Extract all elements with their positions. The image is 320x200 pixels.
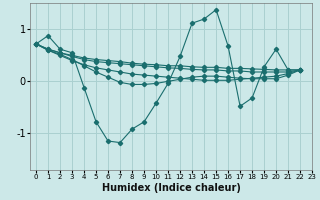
X-axis label: Humidex (Indice chaleur): Humidex (Indice chaleur) (102, 183, 241, 193)
